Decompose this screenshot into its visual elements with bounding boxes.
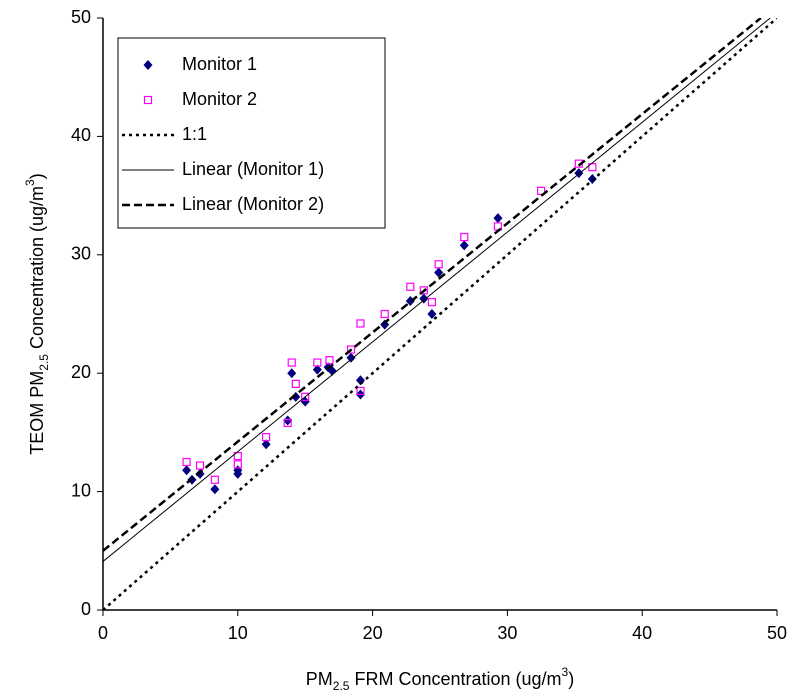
point	[283, 415, 293, 426]
point	[233, 451, 242, 461]
axis-label-part: FRM Concentration (ug/m	[349, 669, 561, 689]
point	[355, 375, 365, 386]
point	[493, 213, 503, 224]
point	[210, 484, 220, 495]
axis-label-part: )	[27, 173, 47, 179]
trend-line	[103, 18, 777, 610]
axis-label-part: 2.5	[333, 679, 350, 693]
legend-label: 1:1	[182, 124, 207, 144]
point	[434, 260, 443, 269]
axis-label-part: TEOM PM	[27, 371, 47, 455]
legend-marker	[143, 95, 153, 105]
point	[283, 418, 292, 428]
point	[588, 163, 597, 172]
axis-label-part: Concentration (ug/m	[27, 186, 47, 354]
point	[287, 358, 296, 367]
x-tick-label: 30	[497, 623, 517, 643]
x-tick-label: 50	[767, 623, 787, 643]
point	[356, 386, 365, 396]
legend-label: Monitor 1	[182, 54, 257, 74]
trend-line	[103, 18, 771, 562]
x-tick-label: 40	[632, 623, 652, 643]
point	[312, 364, 322, 375]
point	[419, 293, 429, 304]
legend-box	[117, 37, 386, 229]
point	[459, 240, 469, 251]
point	[346, 345, 356, 354]
x-tick-label: 20	[363, 623, 383, 643]
y-tick-label: 50	[71, 7, 91, 27]
point	[182, 465, 192, 476]
legend-label: Monitor 2	[182, 89, 257, 109]
point	[406, 282, 415, 291]
point	[427, 309, 437, 319]
point	[261, 439, 271, 450]
point	[291, 391, 301, 402]
axis-label-part: PM	[306, 669, 333, 689]
point	[325, 356, 334, 365]
x-axis-label: PM2.5 FRM Concentration (ug/m3)	[306, 665, 574, 693]
point	[313, 358, 322, 367]
y-axis-label: TEOM PM2.5 Concentration (ug/m3)	[23, 173, 51, 454]
point	[195, 461, 205, 470]
axis-label-part: 2.5	[37, 354, 51, 371]
y-tick-label: 30	[71, 244, 91, 264]
point	[182, 457, 191, 467]
point	[262, 433, 271, 442]
axis-label-part: 3	[23, 179, 37, 186]
legend-label: Linear (Monitor 1)	[182, 159, 324, 179]
point	[460, 232, 469, 242]
point	[434, 267, 444, 278]
legend-label: Linear (Monitor 2)	[182, 194, 324, 214]
point	[346, 352, 356, 363]
point	[380, 309, 389, 319]
point	[210, 475, 219, 484]
axis-label-part: 3	[562, 665, 569, 679]
point	[233, 460, 242, 469]
point	[427, 298, 437, 307]
y-tick-label: 40	[71, 125, 91, 145]
y-tick-label: 20	[71, 362, 91, 382]
point	[287, 368, 297, 379]
y-tick-label: 10	[71, 480, 91, 500]
trend-line	[103, 18, 762, 552]
point	[356, 319, 365, 328]
x-tick-label: 0	[98, 623, 108, 643]
y-tick-label: 0	[81, 599, 91, 619]
point	[419, 286, 428, 295]
legend-marker	[143, 60, 153, 70]
point	[291, 379, 300, 388]
point	[301, 392, 310, 401]
axis-label-part: )	[568, 669, 574, 689]
x-tick-label: 10	[228, 623, 248, 643]
